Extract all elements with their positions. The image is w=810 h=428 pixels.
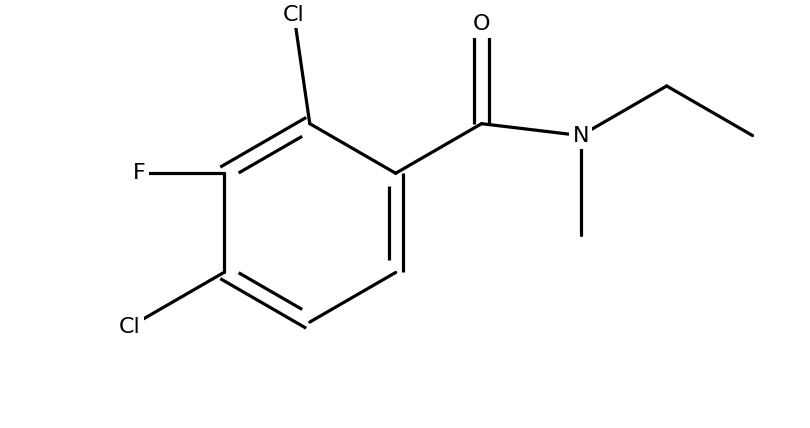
Text: N: N xyxy=(573,125,589,146)
Text: O: O xyxy=(473,15,490,35)
Text: Cl: Cl xyxy=(283,5,305,24)
Text: Cl: Cl xyxy=(118,317,140,337)
Text: F: F xyxy=(133,163,146,183)
